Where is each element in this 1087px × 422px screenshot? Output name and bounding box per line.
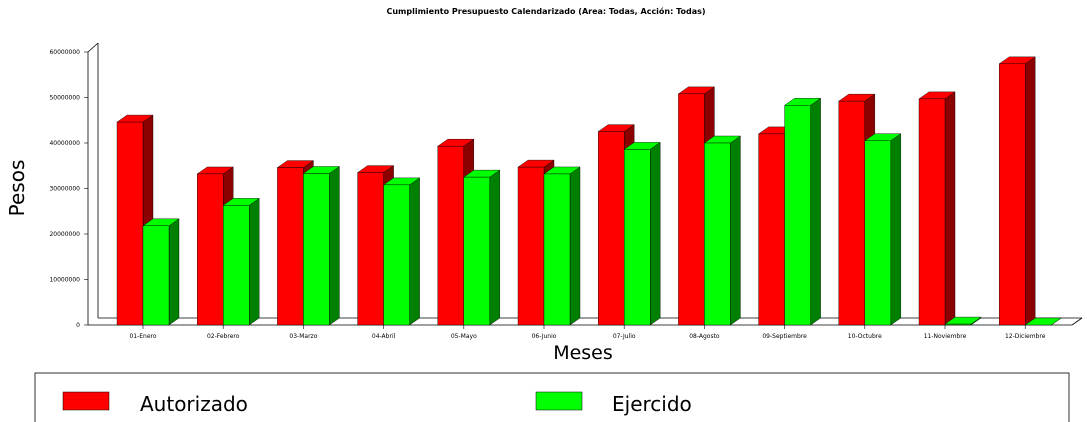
legend-label-autorizado: Autorizado <box>140 392 248 416</box>
bar-front <box>116 121 144 326</box>
chart-title: Cumplimiento Presupuesto Calendarizado (… <box>386 6 705 16</box>
bar-side <box>650 141 661 326</box>
legend-box <box>34 372 1070 422</box>
bar-front <box>196 173 224 326</box>
bar-front <box>784 105 811 326</box>
bar-top <box>1024 317 1062 326</box>
bar-front <box>758 133 785 326</box>
bar-front <box>357 172 384 326</box>
bar-ejercido <box>543 166 581 326</box>
bar-ejercido <box>703 135 742 326</box>
bars <box>116 56 1062 326</box>
bar-front <box>222 205 250 326</box>
bar-ejercido <box>302 166 341 326</box>
y-axis-top <box>87 42 99 53</box>
y-tick-label: 0 <box>76 322 80 329</box>
bar-side <box>489 169 500 326</box>
legend: Autorizado Ejercido <box>34 372 1070 422</box>
x-tick-label: 10-Octubre <box>848 333 882 340</box>
bar-front <box>704 142 731 326</box>
bar-front <box>277 167 304 326</box>
x-tick-label: 04-Abril <box>372 333 396 340</box>
y-tick-label: 60000000 <box>49 49 80 56</box>
bar-autorizado <box>918 91 956 326</box>
bar-ejercido <box>864 133 902 326</box>
x-axis-label: Meses <box>553 342 613 364</box>
x-tick-label: 01-Enero <box>129 333 156 340</box>
x-tick-label: 11-Noviembre <box>924 333 967 340</box>
bar-front <box>678 93 705 326</box>
bar-ejercido <box>623 141 661 326</box>
x-tick-label: 07-Julio <box>613 333 636 340</box>
x-tick-label: 05-Mayo <box>451 333 477 340</box>
bar-front <box>437 145 464 326</box>
bar-side <box>730 135 741 326</box>
bar-front <box>142 225 170 326</box>
bar-autorizado <box>998 56 1036 326</box>
bar-ejercido <box>142 218 180 326</box>
x-tick-label: 09-Septiembre <box>762 333 807 340</box>
bar-front <box>918 98 946 326</box>
bar-side <box>890 133 901 326</box>
y-axis-label: Pesos <box>5 160 29 217</box>
bar-ejercido <box>382 177 421 326</box>
y-tick-label: 20000000 <box>49 231 80 238</box>
bar-side <box>569 166 581 326</box>
bar-front <box>463 176 490 326</box>
x-tick-label: 12-Diciembre <box>1005 333 1046 340</box>
bar-front <box>838 100 865 326</box>
bar-front <box>303 173 330 326</box>
x-ticks: 01-Enero 02-Febrero 03-Marzo 04-Abril 05-May… <box>129 325 1046 340</box>
y-tick-label: 10000000 <box>49 277 80 284</box>
bar-front <box>383 184 410 326</box>
legend-label-ejercido: Ejercido <box>612 392 692 416</box>
bar-front <box>864 140 891 326</box>
legend-swatch-ejercido <box>535 391 583 411</box>
bar-front <box>598 131 625 326</box>
y-ticks: 0 10000000 20000000 30000000 40000000 5000000… <box>49 49 88 329</box>
bar-front <box>624 149 651 326</box>
bar-side <box>1024 56 1036 326</box>
x-tick-label: 02-Febrero <box>207 333 240 340</box>
bar-side <box>810 97 821 326</box>
bar-side <box>248 197 260 326</box>
bar-front <box>543 173 571 326</box>
x-tick-label: 08-Agosto <box>689 333 720 340</box>
y-tick-label: 40000000 <box>49 140 80 147</box>
x-tick-label: 03-Marzo <box>289 333 317 340</box>
bar-side <box>409 177 420 326</box>
bar-front <box>944 323 972 326</box>
y-tick-label: 50000000 <box>49 95 80 102</box>
bar-ejercido <box>222 197 260 326</box>
bar-front <box>517 166 545 326</box>
bar-front <box>999 63 1026 326</box>
bar-side <box>329 166 340 326</box>
x-axis-end <box>1071 317 1083 326</box>
bar-side <box>944 91 956 326</box>
bar-ejercido <box>783 97 822 326</box>
bar-ejercido <box>944 316 982 326</box>
legend-swatch-autorizado <box>62 391 110 411</box>
bar-ejercido <box>463 169 501 326</box>
x-tick-label: 06-Junio <box>532 333 557 340</box>
bar-side <box>168 218 180 326</box>
bar-ejercido <box>1024 317 1062 326</box>
y-tick-label: 30000000 <box>49 186 80 193</box>
